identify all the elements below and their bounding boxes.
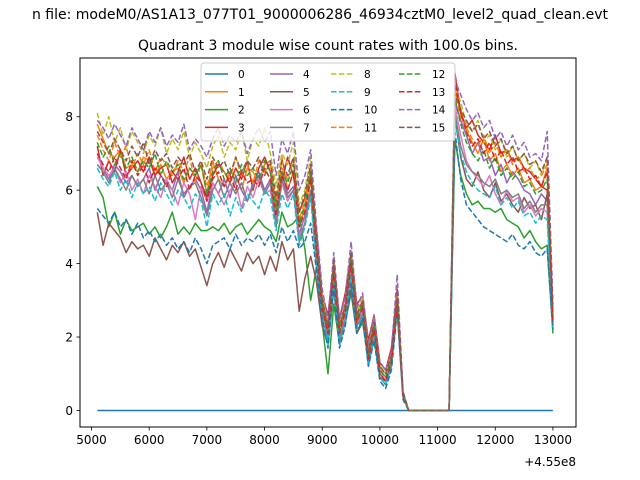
legend-label-13: 13 [432,87,445,99]
legend-label-10: 10 [364,105,377,117]
x-tick-label: 13000 [534,433,572,447]
x-tick-label: 10000 [361,433,399,447]
series-layer [96,71,554,412]
x-tick-label: 11000 [418,433,456,447]
y-tick-label: 2 [65,331,73,345]
legend-label-4: 4 [303,69,310,81]
legend-label-14: 14 [432,105,446,117]
y-tick-label: 8 [65,110,73,124]
legend-label-2: 2 [238,105,245,117]
legend-label-7: 7 [303,122,310,134]
series-line-14 [96,79,554,412]
series-line-13 [96,82,554,412]
legend-label-6: 6 [303,105,310,117]
legend-box [200,62,456,142]
y-tick-label: 4 [65,257,73,271]
x-tick-label: 8000 [249,433,280,447]
legend-label-0: 0 [238,69,245,81]
figure-suptitle: n file: modeM0/AS1A13_077T01_9000006286_… [32,7,609,23]
series-line-15 [96,93,554,412]
plot-frame [79,57,577,428]
series-line-10 [96,130,554,412]
legend-label-11: 11 [364,122,377,134]
x-tick-label: 6000 [134,433,165,447]
x-tick-label: 12000 [476,433,514,447]
legend-label-1: 1 [238,87,245,99]
legend-label-8: 8 [364,69,371,81]
series-line-12 [96,97,554,412]
x-axis: 5000 6000 7000 8000 9000 10000 11000 12000 13000 [76,427,572,447]
series-line-7 [96,112,554,412]
series-line-2 [96,138,554,412]
x-tick-label: 5000 [76,433,107,447]
x-tick-label: 9000 [307,433,338,447]
chart-title: Quadrant 3 module wise count rates with … [138,38,518,54]
legend-label-3: 3 [238,122,245,134]
legend-label-12: 12 [432,69,445,81]
series-line-9 [96,119,554,412]
y-tick-label: 0 [65,404,73,418]
legend-label-15: 15 [432,122,445,134]
series-line-11 [96,93,554,412]
legend-label-5: 5 [303,87,310,99]
x-offset-text: +4.55e8 [524,455,576,469]
y-axis: 0 2 4 6 8 [65,110,80,418]
legend-label-9: 9 [364,87,371,99]
y-tick-label: 6 [65,184,73,198]
series-line-8 [96,86,554,412]
x-tick-label: 7000 [192,433,223,447]
